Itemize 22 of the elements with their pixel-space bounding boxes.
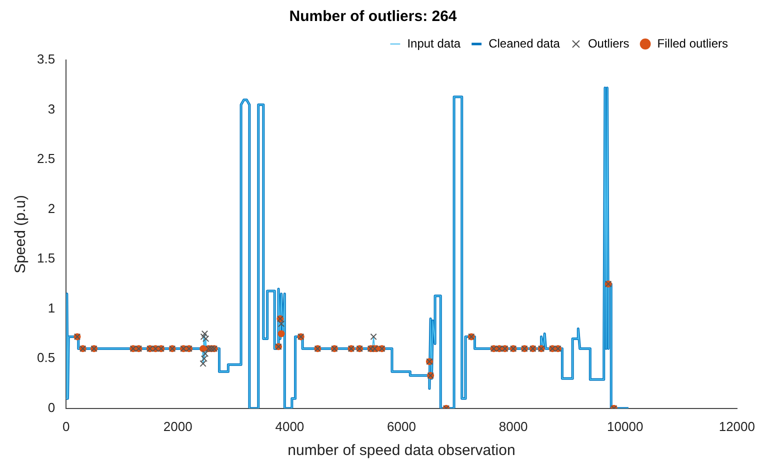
legend-label: Input data [407, 36, 461, 50]
legend-label: Cleaned data [488, 36, 560, 50]
chart-title: Number of outliers: 264 [289, 8, 458, 26]
y-tick-label: 2 [48, 200, 56, 216]
x-tick-label: 8000 [498, 418, 528, 434]
x-tick-label: 0 [62, 418, 70, 434]
y-tick-label: 0 [48, 400, 56, 415]
x-tick-label: 12000 [718, 418, 756, 434]
legend-label: Outliers [588, 36, 630, 50]
x-tick-label: 4000 [275, 418, 304, 434]
x-axis-title: number of speed data observation [288, 442, 516, 460]
x-tick-label: 6000 [387, 418, 416, 434]
x-tick-label: 10000 [607, 418, 644, 434]
y-tick-label: 3 [48, 101, 56, 116]
y-tick-label: 2.5 [36, 151, 56, 166]
y-tick-label: 0.5 [36, 350, 56, 366]
y-tick-label: 1.5 [36, 250, 56, 266]
x-tick-label: 2000 [163, 418, 192, 434]
legend-label: Filled outliers [657, 36, 728, 50]
y-tick-label: 1 [48, 300, 56, 316]
y-axis-title: Speed (p.u) [12, 195, 30, 274]
y-tick-label: 3.5 [36, 52, 56, 67]
